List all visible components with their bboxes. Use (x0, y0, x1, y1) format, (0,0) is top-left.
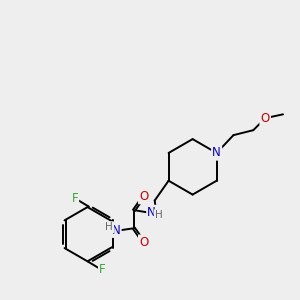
Text: N: N (212, 146, 221, 160)
Text: O: O (139, 236, 148, 249)
Text: H: H (155, 210, 163, 220)
Text: O: O (139, 190, 148, 203)
Text: F: F (99, 263, 106, 276)
Text: O: O (260, 112, 270, 125)
Text: H: H (105, 222, 113, 232)
Text: F: F (71, 192, 78, 205)
Text: N: N (147, 206, 156, 219)
Text: N: N (112, 224, 120, 237)
